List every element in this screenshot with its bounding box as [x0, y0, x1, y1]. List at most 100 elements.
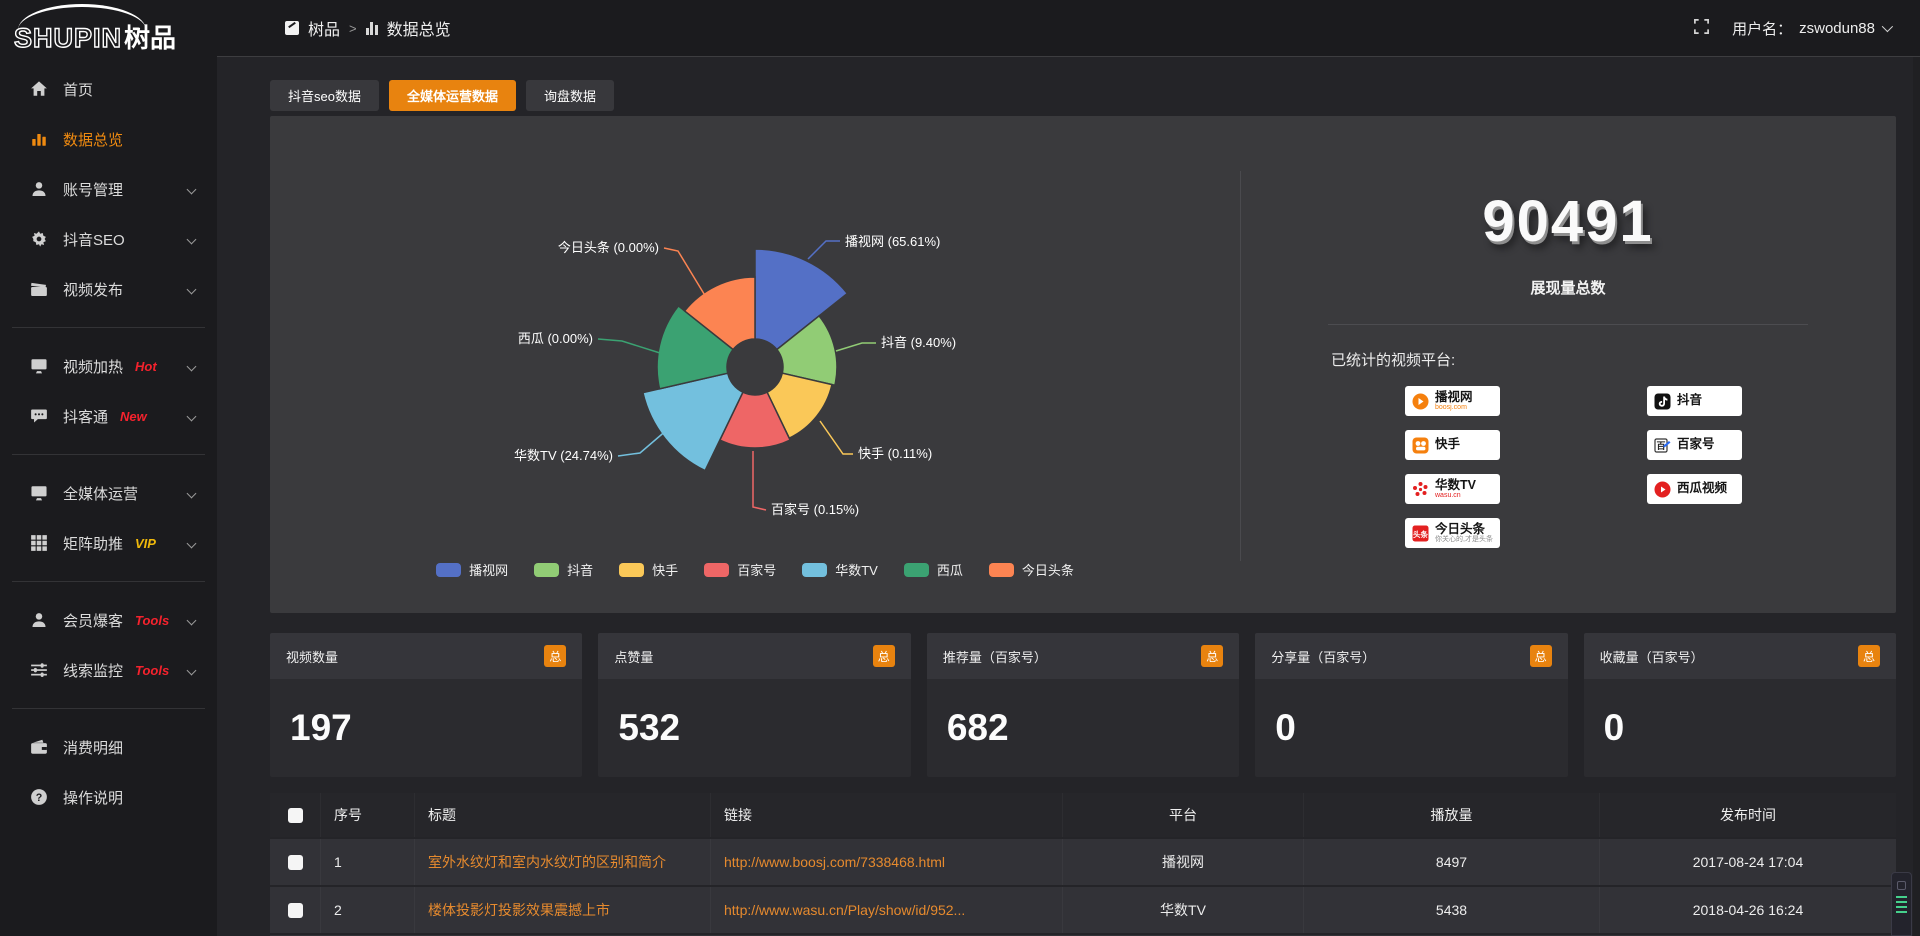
sidebar-item-account-management[interactable]: 账号管理: [0, 164, 217, 214]
fullscreen-icon[interactable]: [1693, 18, 1710, 39]
pie-label-line: [663, 247, 713, 308]
pie-label-line: [835, 342, 876, 352]
username-value: zswodun88: [1799, 19, 1875, 37]
sidebar-item-douketong[interactable]: 抖客通 New: [0, 391, 217, 441]
platform-column: 播视网 boosj.com 快手 华数TV wasu.cn 头条 今日头条 你关心的,才是头条: [1405, 386, 1500, 548]
svg-text:百: 百: [1656, 441, 1665, 451]
pie-slice-boosj[interactable]: [754, 248, 849, 351]
grid-icon: [30, 534, 48, 552]
row-select-cell: [270, 887, 320, 933]
legend-label: 抖音: [567, 563, 594, 578]
platform-name: 抖音: [1677, 393, 1703, 408]
sidebar-item-label: 视频发布: [63, 281, 124, 299]
platform-badge-douyin: 抖音: [1647, 386, 1742, 416]
pie-slice-wasu-tv[interactable]: [642, 372, 744, 472]
total-badge: 总: [1858, 645, 1881, 667]
sidebar-item-data-overview[interactable]: 数据总览: [0, 114, 217, 164]
sidebar-item-operation-guide[interactable]: ? 操作说明: [0, 772, 217, 822]
legend-label: 快手: [652, 563, 679, 578]
select-all-checkbox[interactable]: [287, 807, 303, 823]
sidebar-item-label: 消费明细: [63, 739, 124, 757]
row-time: 2017-08-24 17:04: [1599, 839, 1896, 885]
home-icon: [30, 80, 48, 98]
breadcrumb-logo-icon: [285, 21, 299, 35]
platform-subtext: boosj.com: [1435, 403, 1467, 411]
pie-hole: [727, 339, 783, 395]
tab-douyin-seo-data[interactable]: 抖音seo数据: [270, 80, 379, 111]
sidebar-item-label: 视频加热: [63, 358, 124, 376]
row-checkbox[interactable]: [287, 854, 303, 870]
pie-label-line: [819, 420, 853, 455]
pie-label-wasu-tv: 华数TV (24.74%): [514, 448, 613, 463]
sidebar-item-matrix-boost[interactable]: 矩阵助推 VIP: [0, 518, 217, 568]
pie-label-kuaishou: 快手 (0.11%): [858, 446, 932, 461]
sidebar-item-home[interactable]: 首页: [0, 64, 217, 114]
column-header: 平台: [1062, 793, 1303, 837]
sidebar-item-consumption-details[interactable]: 消费明细: [0, 722, 217, 772]
row-no: 1: [320, 839, 414, 885]
table-row: 1 室外水纹灯和室内水纹灯的区别和简介 http://www.boosj.com/7…: [270, 837, 1896, 885]
stat-card-title: 分享量（百家号）: [1271, 649, 1376, 665]
stat-card-value: 0: [1275, 707, 1296, 748]
video-url-link[interactable]: http://www.wasu.cn/Play/show/id/952...: [724, 902, 966, 918]
legend-swatch: [704, 562, 730, 577]
legend-item-toutiao[interactable]: 今日头条: [988, 560, 1074, 579]
pie-label-line: [617, 428, 669, 457]
sidebar-item-omni-media-operation[interactable]: 全媒体运营: [0, 468, 217, 518]
tab-inquiry-data[interactable]: 询盘数据: [525, 80, 614, 111]
sidebar-item-member-leads[interactable]: 会员爆客 Tools: [0, 595, 217, 645]
video-title-link[interactable]: 室外水纹灯和室内水纹灯的区别和简介: [428, 854, 666, 870]
sidebar-item-video-heating[interactable]: 视频加热 Hot: [0, 341, 217, 391]
platform-name: 西瓜视频: [1677, 481, 1728, 496]
monitor-icon: [30, 357, 48, 375]
app-logo[interactable]: SHUPIN 树品: [0, 0, 217, 58]
row-checkbox[interactable]: [287, 902, 303, 918]
video-url-link[interactable]: http://www.boosj.com/7338468.html: [724, 854, 946, 870]
chevron-down-icon: [186, 361, 197, 371]
platform-badge-toutiao: 头条 今日头条 你关心的,才是头条: [1405, 518, 1500, 548]
user-menu[interactable]: 用户名： zswodun88: [1732, 18, 1894, 39]
table-row: 2 楼体投影灯投影效果震撼上市 http://www.wasu.cn/Play/sh…: [270, 885, 1896, 933]
legend-item-boosj[interactable]: 播视网: [436, 560, 508, 579]
tab-omni-media-data[interactable]: 全媒体运营数据: [388, 80, 516, 111]
pie-label-baijiahao: 百家号 (0.15%): [771, 502, 859, 517]
sidebar-item-label: 账号管理: [63, 181, 124, 199]
overview-panel: 播视网 (65.61%) 抖音 (9.40%) 快手 (0.11%) 百家号 (0.1…: [270, 116, 1896, 613]
sidebar-item-lead-monitoring[interactable]: 线索监控 Tools: [0, 645, 217, 695]
row-platform: 播视网: [1062, 839, 1303, 885]
svg-text:头条: 头条: [1413, 528, 1429, 538]
legend-item-baijiahao[interactable]: 百家号: [704, 560, 776, 579]
chevron-down-icon: [186, 615, 197, 625]
legend-swatch: [619, 562, 645, 577]
legend-swatch: [534, 562, 560, 577]
pie-label-line: [807, 240, 840, 260]
legend-item-xigua[interactable]: 西瓜: [903, 560, 963, 579]
breadcrumb-root[interactable]: 树品: [308, 22, 341, 39]
sidebar-item-douyin-seo[interactable]: 抖音SEO: [0, 214, 217, 264]
sidebar-divider: [12, 581, 205, 582]
legend-item-kuaishou[interactable]: 快手: [619, 560, 678, 579]
customer-service-widget[interactable]: [1891, 872, 1912, 936]
legend-label: 华数TV: [835, 563, 878, 578]
page-scrollbar[interactable]: [1913, 57, 1920, 936]
legend-item-wasu-tv[interactable]: 华数TV: [802, 560, 878, 579]
legend-label: 西瓜: [936, 563, 963, 578]
legend-label: 百家号: [737, 563, 777, 578]
boosj-logo-icon: [1412, 393, 1429, 410]
sidebar-item-label: 会员爆客: [63, 612, 124, 630]
video-title-link[interactable]: 楼体投影灯投影效果震撼上市: [428, 902, 610, 918]
gear-icon: [30, 230, 48, 248]
monitor-icon: [30, 484, 48, 502]
legend-label: 播视网: [469, 563, 509, 578]
summary-divider: [1328, 324, 1808, 325]
sidebar-divider: [12, 454, 205, 455]
platforms-title: 已统计的视频平台:: [1331, 352, 1456, 369]
platform-badge-kuaishou: 快手: [1405, 430, 1500, 460]
sidebar-item-video-publish[interactable]: 视频发布: [0, 264, 217, 314]
legend-item-douyin[interactable]: 抖音: [534, 560, 593, 579]
stat-card: 推荐量（百家号） 总 682: [926, 633, 1240, 777]
platform-share-chart: 播视网 (65.61%) 抖音 (9.40%) 快手 (0.11%) 百家号 (0.1…: [270, 116, 1240, 613]
breadcrumb-separator: >: [349, 20, 357, 36]
stat-card-title: 点赞量: [614, 649, 654, 665]
stat-card-value: 0: [1603, 707, 1625, 748]
